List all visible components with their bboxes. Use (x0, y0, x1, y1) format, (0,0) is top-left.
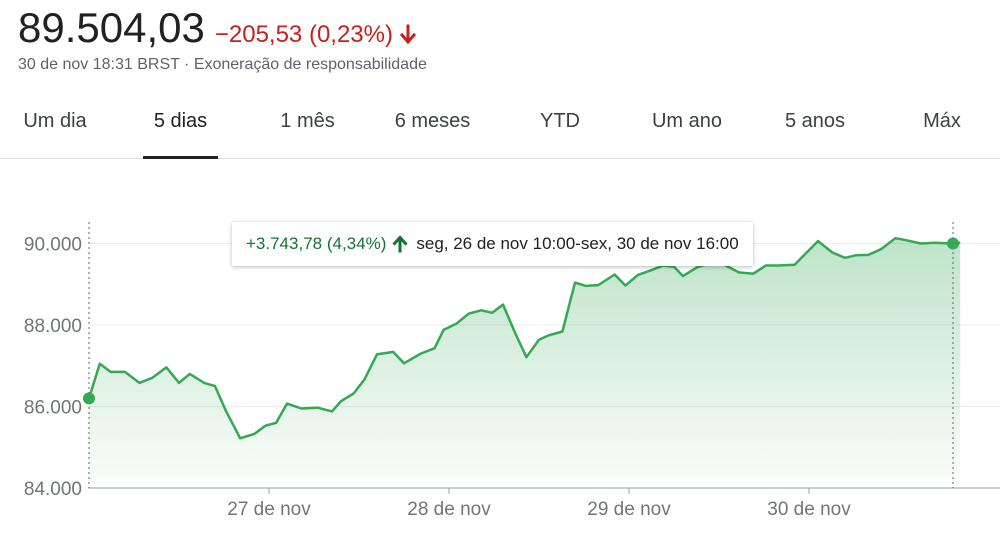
x-tick-label: 27 de nov (227, 499, 311, 520)
tooltip-change-value: +3.743,78 (4,34%) (246, 234, 387, 253)
time-range-tabs: Um dia 5 dias 1 mês 6 meses YTD Um ano 5… (0, 98, 1000, 159)
range-tooltip: +3.743,78 (4,34%) seg, 26 de nov 10:00-s… (232, 222, 753, 266)
tab-um-dia[interactable]: Um dia (15, 98, 95, 158)
tab-ytd[interactable]: YTD (530, 98, 590, 158)
quote-meta: 30 de nov 18:31 BRST · Exoneração de res… (18, 54, 1000, 76)
y-tick-label: 86.000 (24, 398, 82, 419)
tab-label: 6 meses (394, 110, 471, 132)
tab-label: 1 mês (280, 110, 335, 132)
tooltip-change: +3.743,78 (4,34%) (246, 234, 416, 254)
tab-label: YTD (540, 110, 580, 132)
price-chart[interactable]: 84.000 86.000 88.000 90.000 27 de nov 28 de n… (0, 160, 1000, 534)
meta-separator: · (179, 56, 194, 73)
x-tick-label: 30 de nov (767, 499, 851, 520)
quote-header: 89.504,03 −205,53 (0,23%) 30 de nov 18:3… (18, 2, 1000, 82)
tab-label: 5 anos (784, 110, 846, 132)
disclaimer-link[interactable]: Exoneração de responsabilidade (193, 56, 427, 73)
start-point-marker (83, 392, 95, 405)
tab-5-anos[interactable]: 5 anos (775, 98, 855, 158)
price-row: 89.504,03 −205,53 (0,23%) (18, 2, 1000, 54)
y-tick-label: 84.000 (24, 479, 82, 500)
active-tab-indicator (143, 156, 218, 159)
quote-timestamp: 30 de nov 18:31 BRST (18, 56, 180, 73)
tab-um-ano[interactable]: Um ano (642, 98, 732, 158)
arrow-up-icon (392, 235, 408, 253)
tab-label: Um dia (23, 110, 87, 132)
y-tick-label: 90.000 (24, 235, 82, 256)
tab-5-dias[interactable]: 5 dias (143, 98, 218, 159)
tab-6-meses[interactable]: 6 meses (385, 98, 480, 158)
x-tick-label: 29 de nov (587, 499, 671, 520)
tooltip-date-range: seg, 26 de nov 10:00-sex, 30 de nov 16:0… (416, 234, 739, 253)
current-price: 89.504,03 (18, 4, 205, 51)
price-change-value: −205,53 (0,23%) (214, 21, 393, 48)
y-tick-label: 88.000 (24, 316, 82, 337)
tab-label: Máx (923, 110, 961, 132)
arrow-down-icon (399, 24, 417, 45)
price-change: −205,53 (0,23%) (215, 21, 417, 49)
x-tick-label: 28 de nov (407, 499, 491, 520)
end-point-marker (947, 237, 959, 250)
area-fill (89, 238, 961, 488)
price-line (87, 236, 961, 440)
tab-max[interactable]: Máx (912, 98, 972, 158)
tab-label: 5 dias (153, 110, 208, 132)
tab-1-mes[interactable]: 1 mês (270, 98, 345, 158)
tab-label: Um ano (651, 110, 723, 132)
